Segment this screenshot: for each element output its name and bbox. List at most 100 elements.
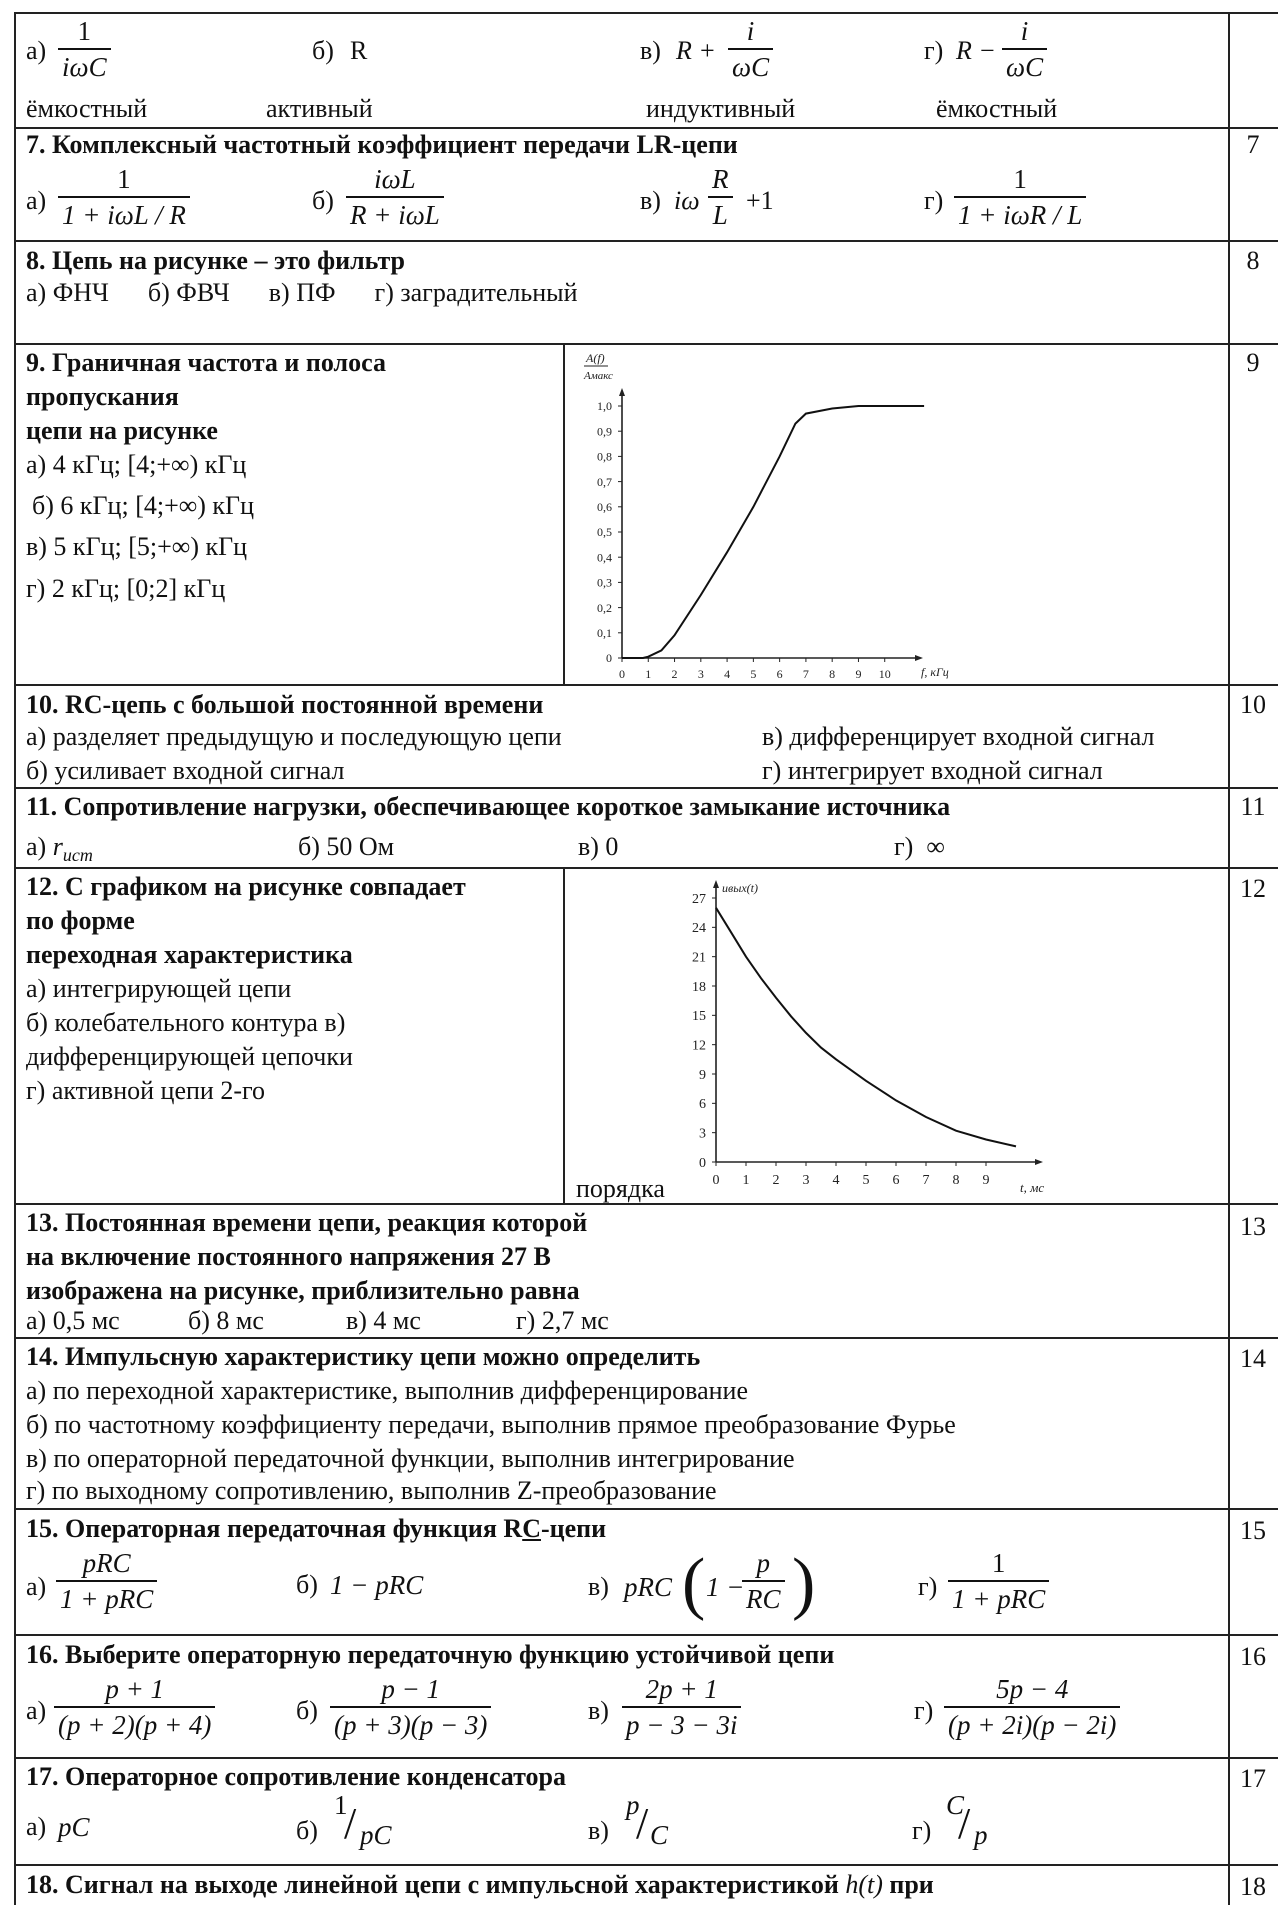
question-9-number: 9 [1246, 348, 1260, 377]
q13-option-d: г) 2,7 мс [516, 1306, 609, 1335]
y-axis-label-top: A(f) [585, 351, 605, 365]
number-column-border [1228, 12, 1230, 1905]
q15-option-a-label: а) [26, 1572, 47, 1601]
option-b-expr: R [350, 36, 368, 65]
option-c-label: в) [640, 36, 661, 65]
q9-option-d: г) 2 кГц; [0;2] кГц [26, 574, 226, 603]
option-c-fraction: i ωC [728, 14, 774, 84]
option-d-label: г) [924, 36, 944, 65]
q16-option-d-fraction: 5p − 4 (p + 2i)(p − 2i) [944, 1672, 1121, 1742]
x-tick-label: 2 [672, 667, 678, 681]
q10-option-c: в) дифференцирует входной сигнал [762, 722, 1155, 751]
y-tick-label: 18 [692, 980, 706, 995]
x-tick-label: 7 [803, 667, 809, 681]
question-15-number: 15 [1240, 1516, 1266, 1545]
x-tick-label: 9 [983, 1173, 990, 1188]
y-tick-label: 0,4 [597, 550, 612, 564]
q11-option-a: а) rист [26, 832, 93, 866]
q17-option-a-expr: pC [58, 1812, 90, 1842]
question-11-title: 11. Сопротивление нагрузки, обеспечивающ… [26, 792, 951, 821]
option-c-caption: индуктивный [646, 94, 796, 123]
q15-option-c-paren-left: ( [682, 1545, 706, 1622]
option-a-caption: ёмкостный [26, 94, 148, 123]
q15-option-c-inner: 1 − [706, 1572, 745, 1602]
y-tick-label: 0,7 [597, 475, 612, 489]
x-axis-arrow [1035, 1159, 1043, 1165]
x-tick-label: 2 [773, 1173, 780, 1188]
option-b-caption: активный [266, 94, 373, 123]
q10-option-a: а) разделяет предыдущую и последующую це… [26, 722, 562, 751]
q15-option-c-fraction: p RC [742, 1546, 785, 1616]
y-axis-arrow [619, 388, 625, 396]
row-divider [14, 684, 1278, 686]
question-13-title-line3: изображена на рисунке, приблизительно ра… [26, 1276, 580, 1305]
row-divider [14, 1203, 1278, 1205]
question-7-number: 7 [1246, 130, 1260, 159]
q12-option-line5: порядка [576, 1174, 665, 1203]
y-tick-label: 9 [699, 1068, 706, 1083]
q15-option-c-paren-right: ) [792, 1545, 816, 1622]
y-tick-label: 0 [606, 651, 612, 665]
x-tick-label: 9 [855, 667, 861, 681]
question-12-title-line2: по форме [26, 906, 135, 935]
q7-option-d-label: г) [924, 186, 944, 215]
y-tick-label: 24 [692, 921, 706, 936]
q15-option-d-label: г) [918, 1572, 938, 1601]
x-tick-label: 1 [645, 667, 651, 681]
series-line [715, 907, 1017, 1148]
question-13-title-line1: 13. Постоянная времени цепи, реакция кот… [26, 1208, 588, 1237]
question-17-number: 17 [1240, 1764, 1266, 1793]
q14-option-b: б) по частотному коэффициенту передачи, … [26, 1410, 956, 1439]
q12-option-line4: г) активной цепи 2-го [26, 1076, 265, 1105]
question-15-title: 15. Операторная передаточная функция RC-… [26, 1514, 607, 1543]
q7-option-a-label: а) [26, 186, 47, 215]
option-a-fraction: 1 iωC [58, 14, 111, 84]
q17-option-d-slashfrac: C / p [946, 1790, 988, 1850]
q16-option-a-fraction: p + 1 (p + 2)(p + 4) [54, 1672, 216, 1742]
question-8-options: а) ФНЧ б) ФВЧ в) ПФ г) заградительный [26, 278, 578, 307]
x-tick-label: 4 [833, 1173, 840, 1188]
row-divider [14, 240, 1278, 242]
q14-option-d: г) по выходному сопротивлению, выполнив … [26, 1476, 717, 1505]
q16-option-b-fraction: p − 1 (p + 3)(p − 3) [330, 1672, 492, 1742]
y-tick-label: 0 [699, 1156, 706, 1171]
y-tick-label: 15 [692, 1009, 706, 1024]
q16-option-a-label: а) [26, 1696, 47, 1725]
q7-option-d-fraction: 1 1 + iωR / L [954, 162, 1087, 232]
x-axis-label: f, кГц [921, 665, 949, 679]
x-tick-label: 3 [803, 1173, 810, 1188]
q17-option-c-label: в) [588, 1816, 609, 1845]
question-14-title: 14. Импульсную характеристику цепи можно… [26, 1342, 701, 1371]
question-12-number: 12 [1240, 874, 1266, 903]
q12-option-line1: а) интегрирующей цепи [26, 974, 292, 1003]
q16-option-d-label: г) [914, 1696, 934, 1725]
q7-option-a-fraction: 1 1 + iωL / R [58, 162, 190, 232]
y-axis-label-bottom: Aмакс [583, 370, 613, 382]
row-divider [14, 787, 1278, 789]
series-line [622, 405, 925, 659]
q11-option-c: в) 0 [578, 832, 619, 861]
question-8-number: 8 [1246, 246, 1260, 275]
q14-option-a: а) по переходной характеристике, выполни… [26, 1376, 749, 1405]
q13-option-c: в) 4 мс [346, 1306, 421, 1335]
question-9-title-line1: 9. Граничная частота и полоса [26, 348, 386, 377]
question-10-title: 10. RC-цепь с большой постоянной времени [26, 690, 544, 719]
x-tick-label: 8 [953, 1173, 960, 1188]
q7-option-c-label: в) [640, 186, 661, 215]
x-axis-arrow [915, 655, 923, 661]
x-tick-label: 0 [713, 1173, 720, 1188]
question-13-title-line2: на включение постоянного напряжения 27 В [26, 1242, 551, 1271]
question-14-number: 14 [1240, 1344, 1266, 1373]
y-tick-label: 0,8 [597, 450, 612, 464]
q7-option-b-label: б) [312, 186, 334, 215]
y-tick-label: 0,6 [597, 500, 612, 514]
x-tick-label: 1 [743, 1173, 750, 1188]
y-tick-label: 6 [699, 1097, 706, 1112]
x-axis-label: t, мс [1020, 1180, 1044, 1195]
x-tick-label: 0 [619, 667, 625, 681]
x-tick-label: 6 [893, 1173, 900, 1188]
y-axis-arrow [713, 880, 719, 888]
question-17-title: 17. Операторное сопротивление конденсато… [26, 1762, 567, 1791]
